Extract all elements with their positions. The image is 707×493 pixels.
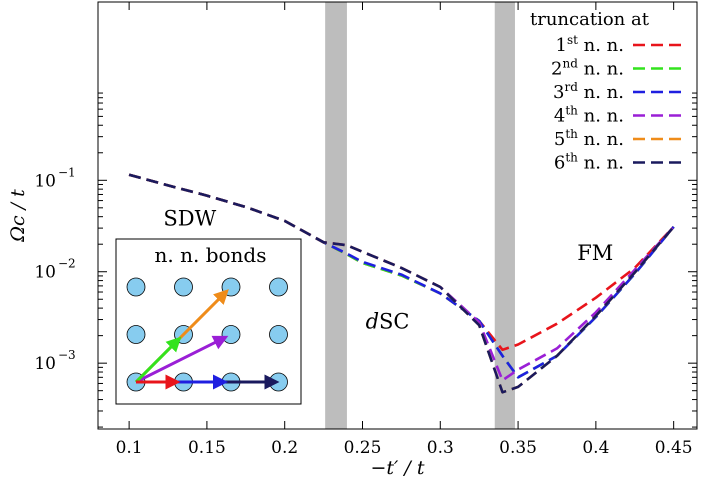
legend-label-5: 6th n. n. <box>554 151 624 174</box>
legend-label-0: 1st n. n. <box>555 33 624 56</box>
x-tick-label-0: 0.1 <box>116 438 143 458</box>
plot-frame <box>97 1 698 430</box>
y-tick-exponent-1: −2 <box>58 257 76 271</box>
x-tick-label-5: 0.35 <box>499 438 537 458</box>
legend-label-4: 5th n. n. <box>554 127 624 150</box>
y-tick-exponent-2: −3 <box>58 348 76 362</box>
phase-band-0 <box>325 2 347 429</box>
region-label-0: SDW <box>163 207 216 231</box>
bond-arrow-3 <box>135 335 229 384</box>
inset-title: n. n. bonds <box>155 243 267 267</box>
region-label-1: dSC <box>366 309 410 333</box>
x-tick-label-7: 0.45 <box>655 438 693 458</box>
phase-bands <box>325 2 515 429</box>
lattice-site <box>221 325 241 344</box>
legend-label-3: 4th n. n. <box>554 104 624 127</box>
series-lines <box>128 173 675 394</box>
phase-band-1 <box>494 2 515 429</box>
y-tick-label-1: 10 <box>34 263 56 283</box>
y-tick-label-2: 10 <box>34 354 56 374</box>
lattice-site <box>174 277 193 297</box>
y-axis-label: Ωc / t <box>7 189 29 243</box>
series-line-5 <box>128 173 675 394</box>
legend-title: truncation at <box>530 9 650 30</box>
x-tick-label-2: 0.2 <box>271 438 298 458</box>
y-tick-exponent-0: −1 <box>58 165 76 179</box>
x-tick-label-1: 0.15 <box>188 438 226 458</box>
bond-arrow-1 <box>134 336 182 384</box>
x-tick-label-6: 0.4 <box>582 438 609 458</box>
y-tick-label-0: 10 <box>34 171 56 191</box>
lattice-site <box>269 325 288 344</box>
legend-label-1: 2nd n. n. <box>551 57 624 80</box>
x-axis-label: −t′ / t <box>371 457 425 479</box>
region-label-2: FM <box>577 241 613 265</box>
x-tick-label-4: 0.3 <box>427 438 454 458</box>
lattice-site <box>126 325 146 344</box>
legend-label-2: 3rd n. n. <box>553 80 624 103</box>
x-tick-label-3: 0.25 <box>344 438 382 458</box>
lattice-site <box>269 277 288 297</box>
region-labels: SDW dSC FM <box>163 207 613 334</box>
inset-bonds: n. n. bonds <box>115 238 302 405</box>
legend: truncation at 1st n. n.2nd n. n.3rd n. n.… <box>530 9 683 174</box>
lattice-site <box>126 277 146 297</box>
